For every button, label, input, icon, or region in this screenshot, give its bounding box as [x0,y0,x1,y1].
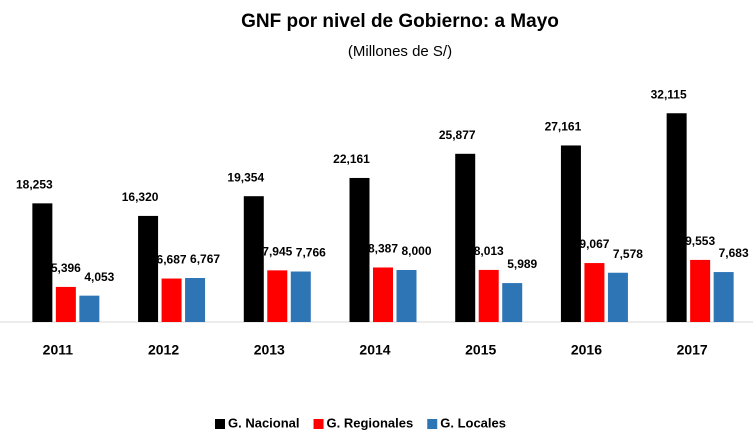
bar [607,272,628,322]
value-label: 19,354 [227,170,264,184]
value-label: 8,387 [368,242,398,256]
value-label: 32,115 [651,87,687,101]
bar [396,270,417,322]
bar [32,203,53,322]
bar [55,286,76,322]
value-label: 5,989 [507,257,537,271]
value-label: 7,766 [296,246,326,260]
bar [267,270,288,322]
x-tick-label: 2017 [677,342,708,358]
legend-label: G. Regionales [327,415,414,430]
bar [478,269,499,322]
bar [185,278,206,322]
value-label: 27,161 [545,120,582,134]
bar [666,113,687,322]
x-tick-label: 2013 [254,342,285,358]
value-label: 9,067 [579,237,609,251]
bar [79,295,100,322]
legend-label: G. Locales [440,415,506,430]
bar [584,263,605,322]
bar [373,267,393,322]
chart-title: GNF por nivel de Gobierno: a Mayo [241,11,559,32]
legend-swatch [313,419,324,429]
x-tick-label: 2014 [359,342,390,358]
legend-label: G. Nacional [228,415,300,430]
value-label: 8,013 [474,244,504,258]
bar [290,271,311,322]
value-label: 16,320 [122,190,159,204]
value-label: 9,553 [685,234,715,248]
bar [161,278,182,322]
value-label: 4,053 [84,270,114,284]
bar [560,145,581,322]
bar [502,283,523,322]
value-label: 18,253 [16,178,53,192]
value-label: 22,161 [333,152,370,166]
value-label: 6,687 [157,253,187,267]
x-tick-label: 2015 [465,342,496,358]
value-label: 7,578 [613,247,643,261]
value-label: 8,000 [401,244,431,258]
value-label: 25,877 [439,128,476,142]
value-label: 5,396 [51,261,81,275]
value-label: 7,683 [719,246,749,260]
legend-swatch [215,419,225,429]
legend-swatch [427,419,438,429]
bar [243,196,264,322]
bar [713,272,734,322]
x-tick-label: 2011 [43,342,74,358]
bar [455,153,476,322]
bar [349,177,370,322]
x-tick-label: 2016 [571,342,602,358]
chart-subtitle: (Millones de S/) [348,43,452,60]
bar [138,215,159,322]
value-label: 6,767 [190,252,220,266]
x-tick-label: 2012 [148,342,179,358]
value-label: 7,945 [262,245,292,259]
bar [690,259,711,322]
